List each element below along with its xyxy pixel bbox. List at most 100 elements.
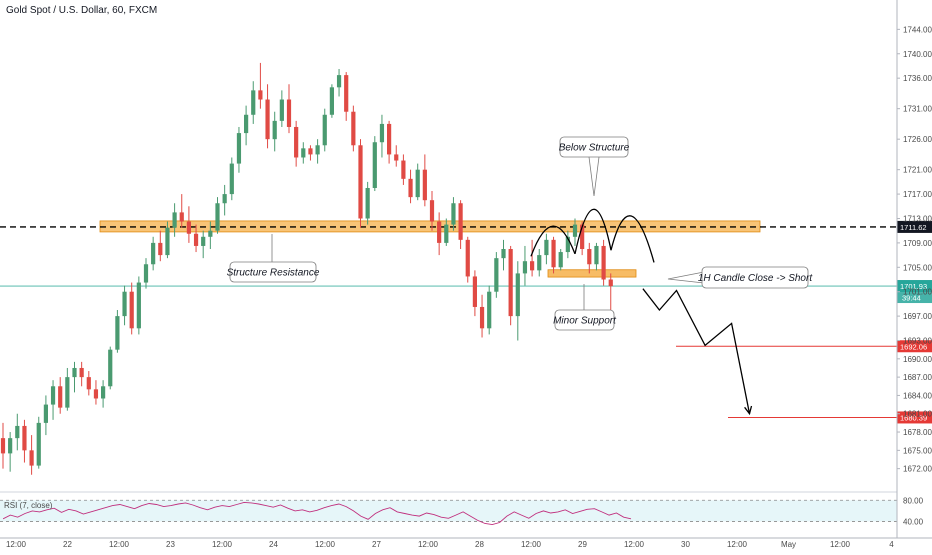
- candle-body: [244, 114, 249, 134]
- rsi-lower-label: 40.00: [903, 517, 924, 526]
- candle-body: [565, 236, 570, 253]
- candle-body: [415, 169, 420, 198]
- rsi-line: [2, 501, 632, 526]
- candle-body: [308, 148, 313, 155]
- candle-body: [179, 212, 184, 222]
- candle-body: [165, 227, 170, 256]
- candle-body: [372, 142, 377, 188]
- y-tick-label: 1713.00: [903, 214, 932, 223]
- x-tick-label: 28: [475, 540, 484, 549]
- x-tick-label: 27: [372, 540, 381, 549]
- candle-body: [108, 349, 113, 387]
- x-tick-label: 23: [166, 540, 175, 549]
- candle-body: [193, 233, 199, 246]
- y-tick-label: 1693.00: [903, 337, 932, 346]
- candle-body: [8, 438, 13, 454]
- candle-body: [379, 123, 385, 143]
- candle-body: [93, 389, 99, 399]
- structure-resistance-callout-text: Structure Resistance: [227, 268, 320, 279]
- candle-body: [580, 224, 585, 249]
- candle-body: [365, 187, 370, 219]
- candle-body: [29, 450, 34, 466]
- below-structure-callout-text: Below Structure: [559, 143, 630, 154]
- candle-body: [265, 99, 270, 140]
- x-tick-label: 4: [889, 540, 894, 549]
- candle-body: [336, 75, 342, 88]
- candle-countdown-label: 39:44: [902, 294, 921, 303]
- below-structure-callout-box: [559, 136, 629, 158]
- candle-body: [222, 194, 227, 204]
- y-tick-label: 1705.00: [903, 263, 932, 272]
- x-tick-label: 12:00: [727, 540, 748, 549]
- y-tick-label: 1717.00: [903, 190, 932, 199]
- y-tick-label: 1681.00: [903, 410, 932, 419]
- candle-body: [408, 178, 413, 198]
- candle-body: [151, 242, 156, 265]
- candle-body: [229, 163, 234, 195]
- candlesticks: [0, 62, 613, 475]
- candle-body: [572, 224, 578, 237]
- candle-body: [72, 367, 77, 378]
- candle-body: [215, 203, 220, 231]
- y-tick-label: 1736.00: [903, 74, 932, 83]
- rsi-upper-label: 80.00: [903, 496, 924, 505]
- symbol-title: Gold Spot / U.S. Dollar, 60, FXCM: [6, 5, 157, 16]
- x-tick-label: May: [781, 540, 796, 549]
- candle-body: [122, 291, 127, 317]
- structure-resistance-callout-box: [229, 261, 317, 283]
- target-price-label: 1680.39: [900, 413, 927, 422]
- candle-body: [444, 224, 449, 243]
- candle-body: [322, 114, 327, 146]
- right-shoulder-arc: [610, 215, 655, 263]
- candle-body: [43, 404, 48, 423]
- candle-body: [401, 160, 406, 179]
- x-tick-label: 12:00: [6, 540, 27, 549]
- candle-body: [508, 249, 513, 317]
- levels: 1711.62 1701.93 39:44 1692.06 1680.39: [0, 220, 932, 424]
- x-tick-label: 30: [681, 540, 690, 549]
- x-tick-label: 12:00: [212, 540, 233, 549]
- x-tick-label: 12:00: [109, 540, 130, 549]
- projection-path: [642, 288, 751, 414]
- x-tick-label: 12:00: [624, 540, 645, 549]
- below-structure-pointer: [588, 156, 600, 197]
- candle-body: [158, 242, 163, 256]
- candle-body: [344, 75, 349, 112]
- candle-body: [36, 422, 41, 466]
- candle-body: [251, 90, 256, 115]
- candle-body: [587, 249, 592, 265]
- candle-close-pointer: [667, 271, 705, 284]
- y-tick-label: 1672.00: [903, 465, 932, 474]
- candle-body: [0, 438, 6, 454]
- candle-body: [465, 239, 470, 277]
- candle-body: [15, 425, 20, 439]
- candle-body: [258, 90, 263, 100]
- y-tick-label: 1709.00: [903, 239, 932, 248]
- candle-body: [594, 245, 599, 265]
- x-tick-label: 29: [578, 540, 587, 549]
- candle-body: [501, 249, 506, 259]
- x-tick-label: 12:00: [418, 540, 439, 549]
- y-tick-label: 1697.00: [903, 312, 932, 321]
- candle-body: [494, 258, 499, 292]
- candle-body: [608, 279, 613, 287]
- candle-body: [294, 126, 299, 158]
- candle-body: [286, 99, 292, 127]
- candle-body: [537, 255, 542, 271]
- candle-body: [551, 239, 556, 268]
- target-price-label: 1692.06: [900, 342, 927, 351]
- candle-body: [172, 212, 177, 228]
- support-zone: [547, 269, 637, 278]
- x-tick-label: 12:00: [830, 540, 851, 549]
- candle-body: [544, 239, 549, 256]
- candle-body: [65, 377, 70, 408]
- x-tick-label: 22: [63, 540, 72, 549]
- rsi-pane: RSI (7, close) 80.00 40.00: [0, 491, 924, 526]
- candle-body: [115, 316, 120, 350]
- candle-body: [143, 264, 149, 283]
- candle-body: [50, 386, 56, 405]
- candle-body: [301, 148, 306, 158]
- countdown-tag: [897, 292, 932, 304]
